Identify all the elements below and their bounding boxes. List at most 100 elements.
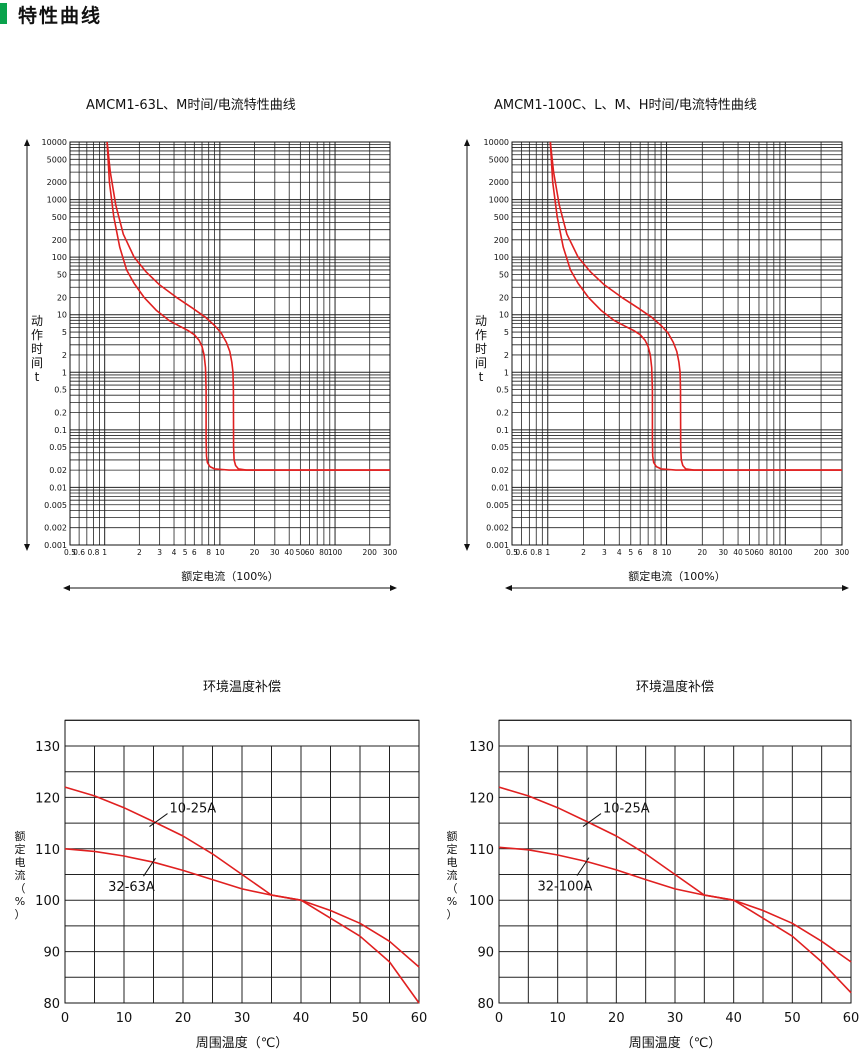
y-tick-label: 90 bbox=[43, 946, 60, 961]
x-tick-label: 0.8 bbox=[530, 548, 542, 557]
x-tick-label: 40 bbox=[733, 548, 743, 557]
y-tick-label: 10000 bbox=[484, 138, 509, 147]
y-tick-label: 20 bbox=[499, 293, 509, 302]
y-tick-label: 2 bbox=[62, 351, 67, 360]
y-tick-label: 0.2 bbox=[54, 409, 67, 418]
plot-frame bbox=[511, 141, 843, 546]
x-tick-label: 4 bbox=[172, 548, 177, 557]
y-tick-label: 5 bbox=[62, 328, 67, 337]
trip-curve-2 bbox=[106, 141, 390, 471]
x-tick-label: 100 bbox=[778, 548, 793, 557]
y-tick-label: 120 bbox=[35, 791, 60, 806]
y-tick-label: 5 bbox=[504, 328, 509, 337]
y-tick-label: 2000 bbox=[489, 178, 509, 187]
y-arrow-head-down bbox=[464, 544, 470, 551]
y-tick-label: 2 bbox=[504, 351, 509, 360]
x-tick-label: 30 bbox=[718, 548, 728, 557]
series-leader-line bbox=[143, 857, 156, 877]
x-axis-label: 周围温度（℃） bbox=[629, 1035, 722, 1051]
x-tick-label: 3 bbox=[157, 548, 162, 557]
x-tick-label: 100 bbox=[328, 548, 343, 557]
x-tick-label: 0.5 bbox=[506, 548, 518, 557]
y-axis-label: 额定电流（%） bbox=[15, 830, 26, 921]
y-tick-label: 0.01 bbox=[491, 483, 509, 492]
y-tick-label: 10 bbox=[499, 311, 509, 320]
y-tick-label: 0.05 bbox=[49, 443, 67, 452]
y-tick-label: 100 bbox=[494, 253, 509, 262]
y-tick-label: 130 bbox=[469, 740, 494, 755]
y-axis-label: 额定电流（%） bbox=[447, 830, 458, 921]
x-tick-label: 8 bbox=[206, 548, 211, 557]
y-tick-label: 0.005 bbox=[486, 501, 509, 510]
x-tick-label: 60 bbox=[411, 1011, 428, 1026]
series-label: 32-100A bbox=[538, 880, 593, 895]
x-tick-label: 1 bbox=[545, 548, 550, 557]
y-tick-label: 0.5 bbox=[496, 386, 509, 395]
x-tick-label: 200 bbox=[363, 548, 378, 557]
y-arrow-head-up bbox=[24, 139, 30, 146]
y-tick-label: 10000 bbox=[42, 138, 67, 147]
x-tick-label: 80 bbox=[319, 548, 329, 557]
header-accent-bar bbox=[0, 3, 7, 24]
y-tick-label: 1000 bbox=[47, 196, 67, 205]
x-tick-label: 80 bbox=[769, 548, 779, 557]
trip-curve-2 bbox=[549, 141, 842, 471]
y-tick-label: 5000 bbox=[47, 155, 67, 164]
y-tick-label: 1 bbox=[62, 368, 67, 377]
x-tick-label: 0.6 bbox=[515, 548, 527, 557]
x-tick-label: 10 bbox=[116, 1011, 133, 1026]
y-arrow-head-up bbox=[464, 139, 470, 146]
x-tick-label: 30 bbox=[270, 548, 280, 557]
x-tick-label: 3 bbox=[602, 548, 607, 557]
x-tick-label: 50 bbox=[745, 548, 755, 557]
trip-curve-1 bbox=[106, 141, 390, 471]
x-tick-label: 60 bbox=[843, 1011, 860, 1026]
y-tick-label: 200 bbox=[494, 236, 509, 245]
series-leader-line bbox=[149, 813, 168, 827]
x-tick-label: 6 bbox=[638, 548, 643, 557]
y-tick-label: 20 bbox=[57, 293, 67, 302]
y-tick-label: 50 bbox=[57, 270, 67, 279]
x-tick-label: 8 bbox=[653, 548, 658, 557]
x-tick-label: 0 bbox=[495, 1011, 503, 1026]
x-tick-label: 50 bbox=[296, 548, 306, 557]
x-tick-label: 0.6 bbox=[73, 548, 85, 557]
y-axis-label: 动作时间 t bbox=[475, 314, 487, 384]
y-tick-label: 0.002 bbox=[486, 524, 509, 533]
x-tick-label: 40 bbox=[284, 548, 294, 557]
x-tick-label: 300 bbox=[835, 548, 850, 557]
x-tick-label: 10 bbox=[215, 548, 225, 557]
x-tick-label: 60 bbox=[754, 548, 764, 557]
plot-frame bbox=[69, 141, 391, 546]
y-tick-label: 5000 bbox=[489, 155, 509, 164]
y-tick-label: 100 bbox=[469, 894, 494, 909]
x-axis-label: 额定电流（100%） bbox=[628, 569, 725, 583]
series-label: 10-25A bbox=[603, 802, 650, 817]
x-tick-label: 60 bbox=[305, 548, 315, 557]
temp-curve-2 bbox=[498, 846, 852, 963]
x-arrow-head-left bbox=[63, 585, 70, 591]
x-tick-label: 200 bbox=[814, 548, 829, 557]
plot-frame bbox=[64, 719, 420, 1004]
x-tick-label: 20 bbox=[608, 1011, 625, 1026]
chart-title: AMCM1-100C、L、M、H时间/电流特性曲线 bbox=[494, 98, 757, 113]
x-axis-label: 额定电流（100%） bbox=[181, 569, 278, 583]
y-tick-label: 0.002 bbox=[44, 524, 67, 533]
x-tick-label: 0.8 bbox=[88, 548, 100, 557]
y-tick-label: 0.05 bbox=[491, 443, 509, 452]
y-tick-label: 90 bbox=[477, 946, 494, 961]
y-tick-label: 50 bbox=[499, 270, 509, 279]
trip-curve-1 bbox=[549, 141, 842, 471]
y-tick-label: 1000 bbox=[489, 196, 509, 205]
y-arrow-head-down bbox=[24, 544, 30, 551]
section-header: 特性曲线 bbox=[0, 0, 860, 30]
series-leader-line bbox=[582, 813, 602, 827]
y-tick-label: 0.02 bbox=[491, 466, 509, 475]
y-tick-label: 2000 bbox=[47, 178, 67, 187]
x-tick-label: 40 bbox=[293, 1011, 310, 1026]
x-tick-label: 30 bbox=[234, 1011, 251, 1026]
